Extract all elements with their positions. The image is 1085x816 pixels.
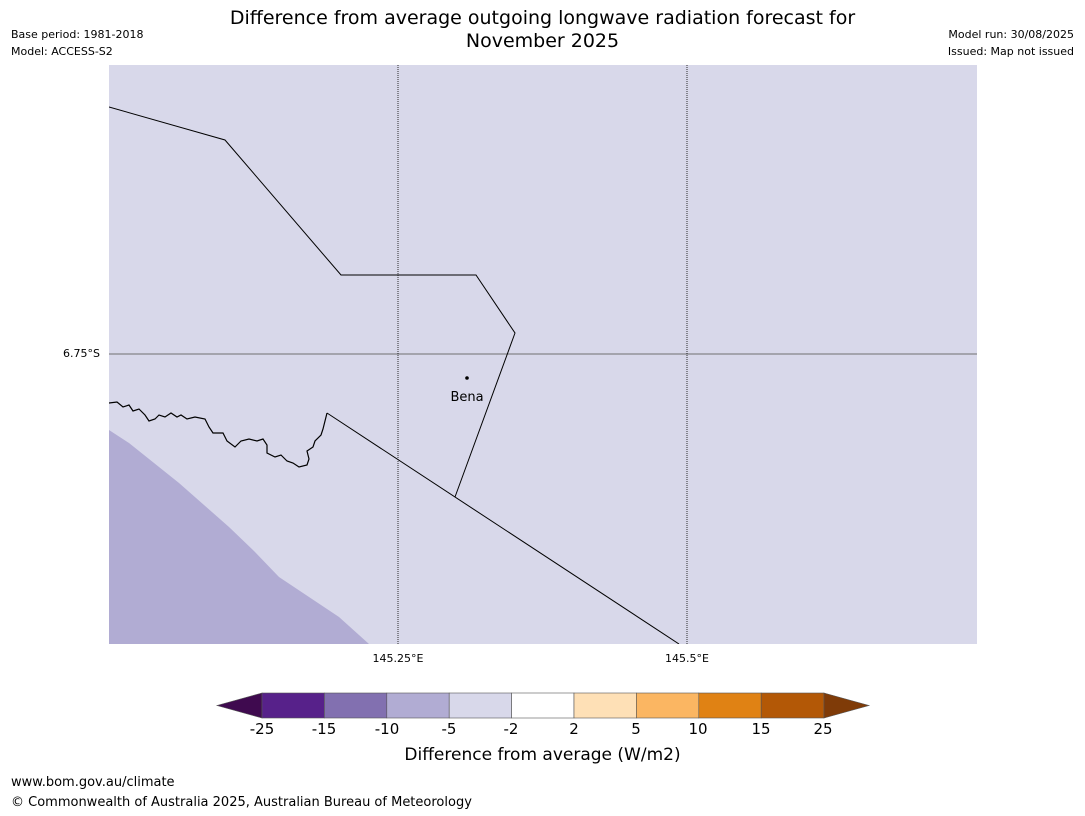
footer-url: www.bom.gov.au/climate — [11, 775, 175, 790]
colorbar-segment — [511, 692, 575, 719]
model-run-label: Model run: 30/08/2025 — [948, 28, 1074, 41]
colorbar-tick-label: 2 — [569, 720, 579, 738]
colorbar-tick-label: 25 — [813, 720, 833, 738]
forecast-map[interactable]: Bena — [109, 65, 977, 644]
colorbar-tick-label: 15 — [751, 720, 771, 738]
colorbar-segment — [324, 692, 388, 719]
colorbar — [215, 692, 871, 719]
colorbar-tick-label: -2 — [503, 720, 519, 738]
meta-right: Model run: 30/08/2025 Issued: Map not is… — [948, 26, 1074, 60]
colorbar-segment — [698, 692, 762, 719]
colorbar-low-extend — [215, 692, 263, 719]
meta-left: Base period: 1981-2018 Model: ACCESS-S2 — [11, 26, 143, 60]
colorbar-segment — [573, 692, 637, 719]
colorbar-high-extend — [823, 692, 871, 719]
latitude-tick-label: 6.75°S — [63, 347, 100, 360]
colorbar-tick-label: -15 — [311, 720, 337, 738]
colorbar-tick-label: -25 — [249, 720, 275, 738]
colorbar-tick-label: -10 — [374, 720, 400, 738]
map-title: Difference from average outgoing longwav… — [0, 7, 1085, 53]
title-line-2: November 2025 — [465, 30, 620, 52]
base-period-label: Base period: 1981-2018 — [11, 28, 144, 41]
colorbar-segment — [448, 692, 512, 719]
bena-marker — [465, 376, 469, 380]
title-line-1: Difference from average outgoing longwav… — [229, 7, 856, 29]
colorbar-segment — [636, 692, 700, 719]
colorbar-title: Difference from average (W/m2) — [404, 745, 681, 765]
colorbar-segment — [760, 692, 825, 719]
bena-label: Bena — [450, 390, 483, 405]
colorbar-segment — [261, 692, 325, 719]
footer-copyright: © Commonwealth of Australia 2025, Austra… — [11, 795, 472, 810]
anomaly-area-minus10-to-minus5 — [109, 430, 369, 644]
river-line — [109, 401, 328, 468]
longitude-tick-label: 145.5°E — [665, 652, 709, 665]
colorbar-tick-label: 10 — [688, 720, 708, 738]
longitude-tick-label: 145.25°E — [372, 652, 424, 665]
colorbar-segment — [386, 692, 450, 719]
province-boundary-north — [109, 106, 516, 498]
colorbar-tick-label: 5 — [631, 720, 641, 738]
province-boundary-south — [326, 412, 680, 644]
model-label: Model: ACCESS-S2 — [11, 45, 113, 58]
issued-label: Issued: Map not issued — [947, 45, 1074, 58]
colorbar-tick-label: -5 — [441, 720, 457, 738]
